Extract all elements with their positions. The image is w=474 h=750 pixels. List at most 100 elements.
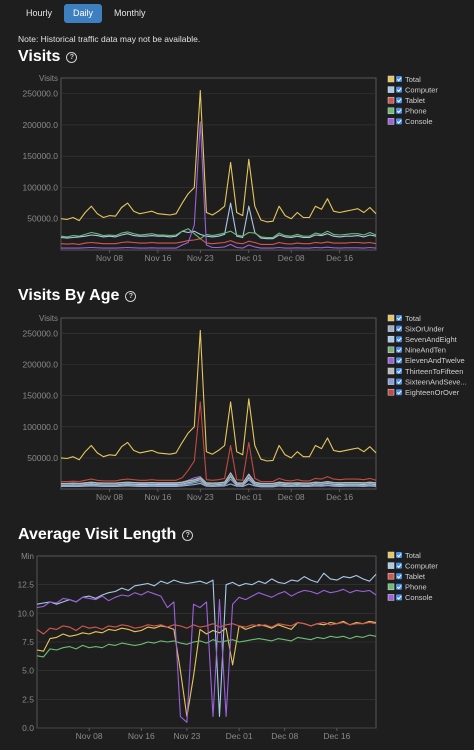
y-tick-label: 2.5 bbox=[22, 694, 34, 704]
help-icon[interactable]: ? bbox=[66, 51, 78, 63]
tab-hourly[interactable]: Hourly bbox=[26, 8, 53, 18]
series-line-sixorunder bbox=[61, 482, 377, 488]
legend-checkbox[interactable] bbox=[396, 336, 402, 343]
y-tick-label: 10.0 bbox=[17, 608, 34, 618]
legend-swatch bbox=[387, 107, 395, 115]
legend-checkbox[interactable] bbox=[396, 583, 402, 590]
legend-label: Tablet bbox=[405, 96, 426, 105]
legend-swatch bbox=[387, 86, 395, 93]
y-tick-label: 7.5 bbox=[22, 637, 34, 647]
legend-label: Total bbox=[405, 75, 421, 84]
series-line-tablet bbox=[60, 238, 377, 245]
granularity-tabs: Hourly Daily Monthly bbox=[17, 4, 158, 23]
series-line-sixteenandseventeen bbox=[61, 478, 377, 487]
series-line-sevenandeight bbox=[61, 476, 377, 486]
x-tick-label: Nov 08 bbox=[96, 253, 123, 263]
x-tick-label: Nov 08 bbox=[76, 731, 103, 741]
y-tick-label: 200000.0 bbox=[23, 120, 59, 130]
legend-checkbox[interactable] bbox=[396, 76, 402, 82]
y-tick-label: 100000.0 bbox=[23, 422, 59, 432]
help-icon[interactable]: ? bbox=[182, 529, 194, 541]
x-tick-label: Nov 16 bbox=[144, 253, 171, 263]
y-tick-label: 150000.0 bbox=[23, 391, 59, 401]
checkmark-icon bbox=[396, 77, 402, 82]
checkmark-icon bbox=[396, 316, 402, 321]
tab-monthly[interactable]: Monthly bbox=[114, 8, 146, 18]
legend-checkbox[interactable] bbox=[396, 346, 402, 353]
legend-swatch bbox=[387, 96, 395, 104]
visits-by-age-chart: 50000.0 100000.0 150000.0 200000.0 250000.0 V… bbox=[23, 314, 467, 502]
legend-swatch bbox=[387, 378, 395, 385]
legend-swatch bbox=[387, 75, 395, 83]
checkmark-icon bbox=[396, 109, 402, 114]
plot-area bbox=[60, 77, 377, 251]
legend-label: Console bbox=[405, 593, 433, 602]
checkmark-icon bbox=[396, 326, 402, 332]
legend-checkbox[interactable] bbox=[396, 562, 402, 569]
checkmark-icon bbox=[396, 585, 402, 590]
legend-checkbox[interactable] bbox=[396, 315, 402, 321]
x-tick-label: Nov 23 bbox=[187, 253, 214, 263]
x-tick-label: Dec 16 bbox=[326, 492, 353, 502]
legend-checkbox[interactable] bbox=[396, 389, 402, 396]
legend-checkbox[interactable] bbox=[396, 97, 402, 104]
average-visit-length-chart: 0.0 2.5 5.0 7.5 10.0 12.5 Min Nov 08 Nov 16 Nov 2… bbox=[17, 551, 438, 741]
help-icon[interactable]: ? bbox=[125, 290, 137, 302]
x-tick-label: Dec 01 bbox=[235, 253, 262, 263]
legend-label: ThirteenToFifteen bbox=[405, 367, 463, 376]
legend-checkbox[interactable] bbox=[396, 118, 402, 125]
legend-swatch bbox=[387, 357, 395, 364]
checkmark-icon bbox=[396, 119, 402, 124]
legend-label: Computer bbox=[405, 561, 438, 570]
y-tick-label: 100000.0 bbox=[23, 182, 59, 192]
x-tick-label: Dec 16 bbox=[326, 253, 353, 263]
legend-checkbox[interactable] bbox=[396, 552, 402, 558]
y-axis-label: Visits bbox=[39, 314, 58, 323]
visits-chart: 50000.0 100000.0 150000.0 200000.0 250000.0 V… bbox=[23, 74, 439, 263]
y-tick-label: 250000.0 bbox=[23, 329, 59, 339]
series-line-total bbox=[60, 329, 377, 462]
x-tick-label: Nov 16 bbox=[144, 492, 171, 502]
legend-checkbox[interactable] bbox=[396, 86, 402, 93]
visits-by-age-section-title: Visits By Age ? bbox=[18, 287, 137, 305]
legend-checkbox[interactable] bbox=[396, 368, 402, 374]
x-tick-label: Dec 01 bbox=[226, 731, 253, 741]
y-tick-label: 12.5 bbox=[17, 580, 34, 590]
checkmark-icon bbox=[396, 348, 402, 353]
legend-label: SevenAndEight bbox=[405, 335, 458, 344]
visits-by-age-title: Visits By Age bbox=[18, 287, 120, 304]
legend-checkbox[interactable] bbox=[396, 594, 402, 601]
x-tick-label: Nov 23 bbox=[187, 492, 214, 502]
legend-label: Phone bbox=[405, 107, 427, 116]
legend-swatch bbox=[387, 367, 395, 375]
checkmark-icon bbox=[396, 337, 402, 342]
x-tick-label: Dec 01 bbox=[235, 492, 262, 502]
checkmark-icon bbox=[396, 390, 402, 395]
series-line-phone bbox=[36, 634, 377, 658]
checkmark-icon bbox=[396, 98, 402, 103]
series-line-computer bbox=[36, 572, 377, 718]
legend-checkbox[interactable] bbox=[396, 357, 402, 364]
series-line-nineandten bbox=[61, 474, 377, 485]
legend-checkbox[interactable] bbox=[396, 573, 402, 580]
legend-label: SixteenAndSeve... bbox=[405, 377, 467, 386]
x-tick-label: Dec 08 bbox=[271, 731, 298, 741]
series-line-total bbox=[36, 620, 377, 718]
average-visit-length-title: Average Visit Length bbox=[18, 526, 177, 543]
series-line-computer bbox=[60, 202, 377, 240]
legend-checkbox[interactable] bbox=[396, 378, 402, 385]
legend-label: EighteenOrOver bbox=[405, 388, 460, 397]
legend-swatch bbox=[387, 562, 395, 569]
x-tick-label: Dec 08 bbox=[278, 253, 305, 263]
legend-swatch bbox=[387, 118, 395, 125]
tab-daily[interactable]: Daily bbox=[64, 4, 103, 23]
y-tick-label: 200000.0 bbox=[23, 360, 59, 370]
y-tick-label: 150000.0 bbox=[23, 151, 59, 161]
legend-checkbox[interactable] bbox=[396, 325, 402, 332]
legend-swatch bbox=[387, 551, 395, 559]
legend-checkbox[interactable] bbox=[396, 107, 402, 114]
legend-swatch bbox=[387, 346, 395, 354]
y-tick-label: 5.0 bbox=[22, 666, 34, 676]
legend-swatch bbox=[387, 583, 395, 591]
y-tick-label: 50000.0 bbox=[27, 453, 58, 463]
